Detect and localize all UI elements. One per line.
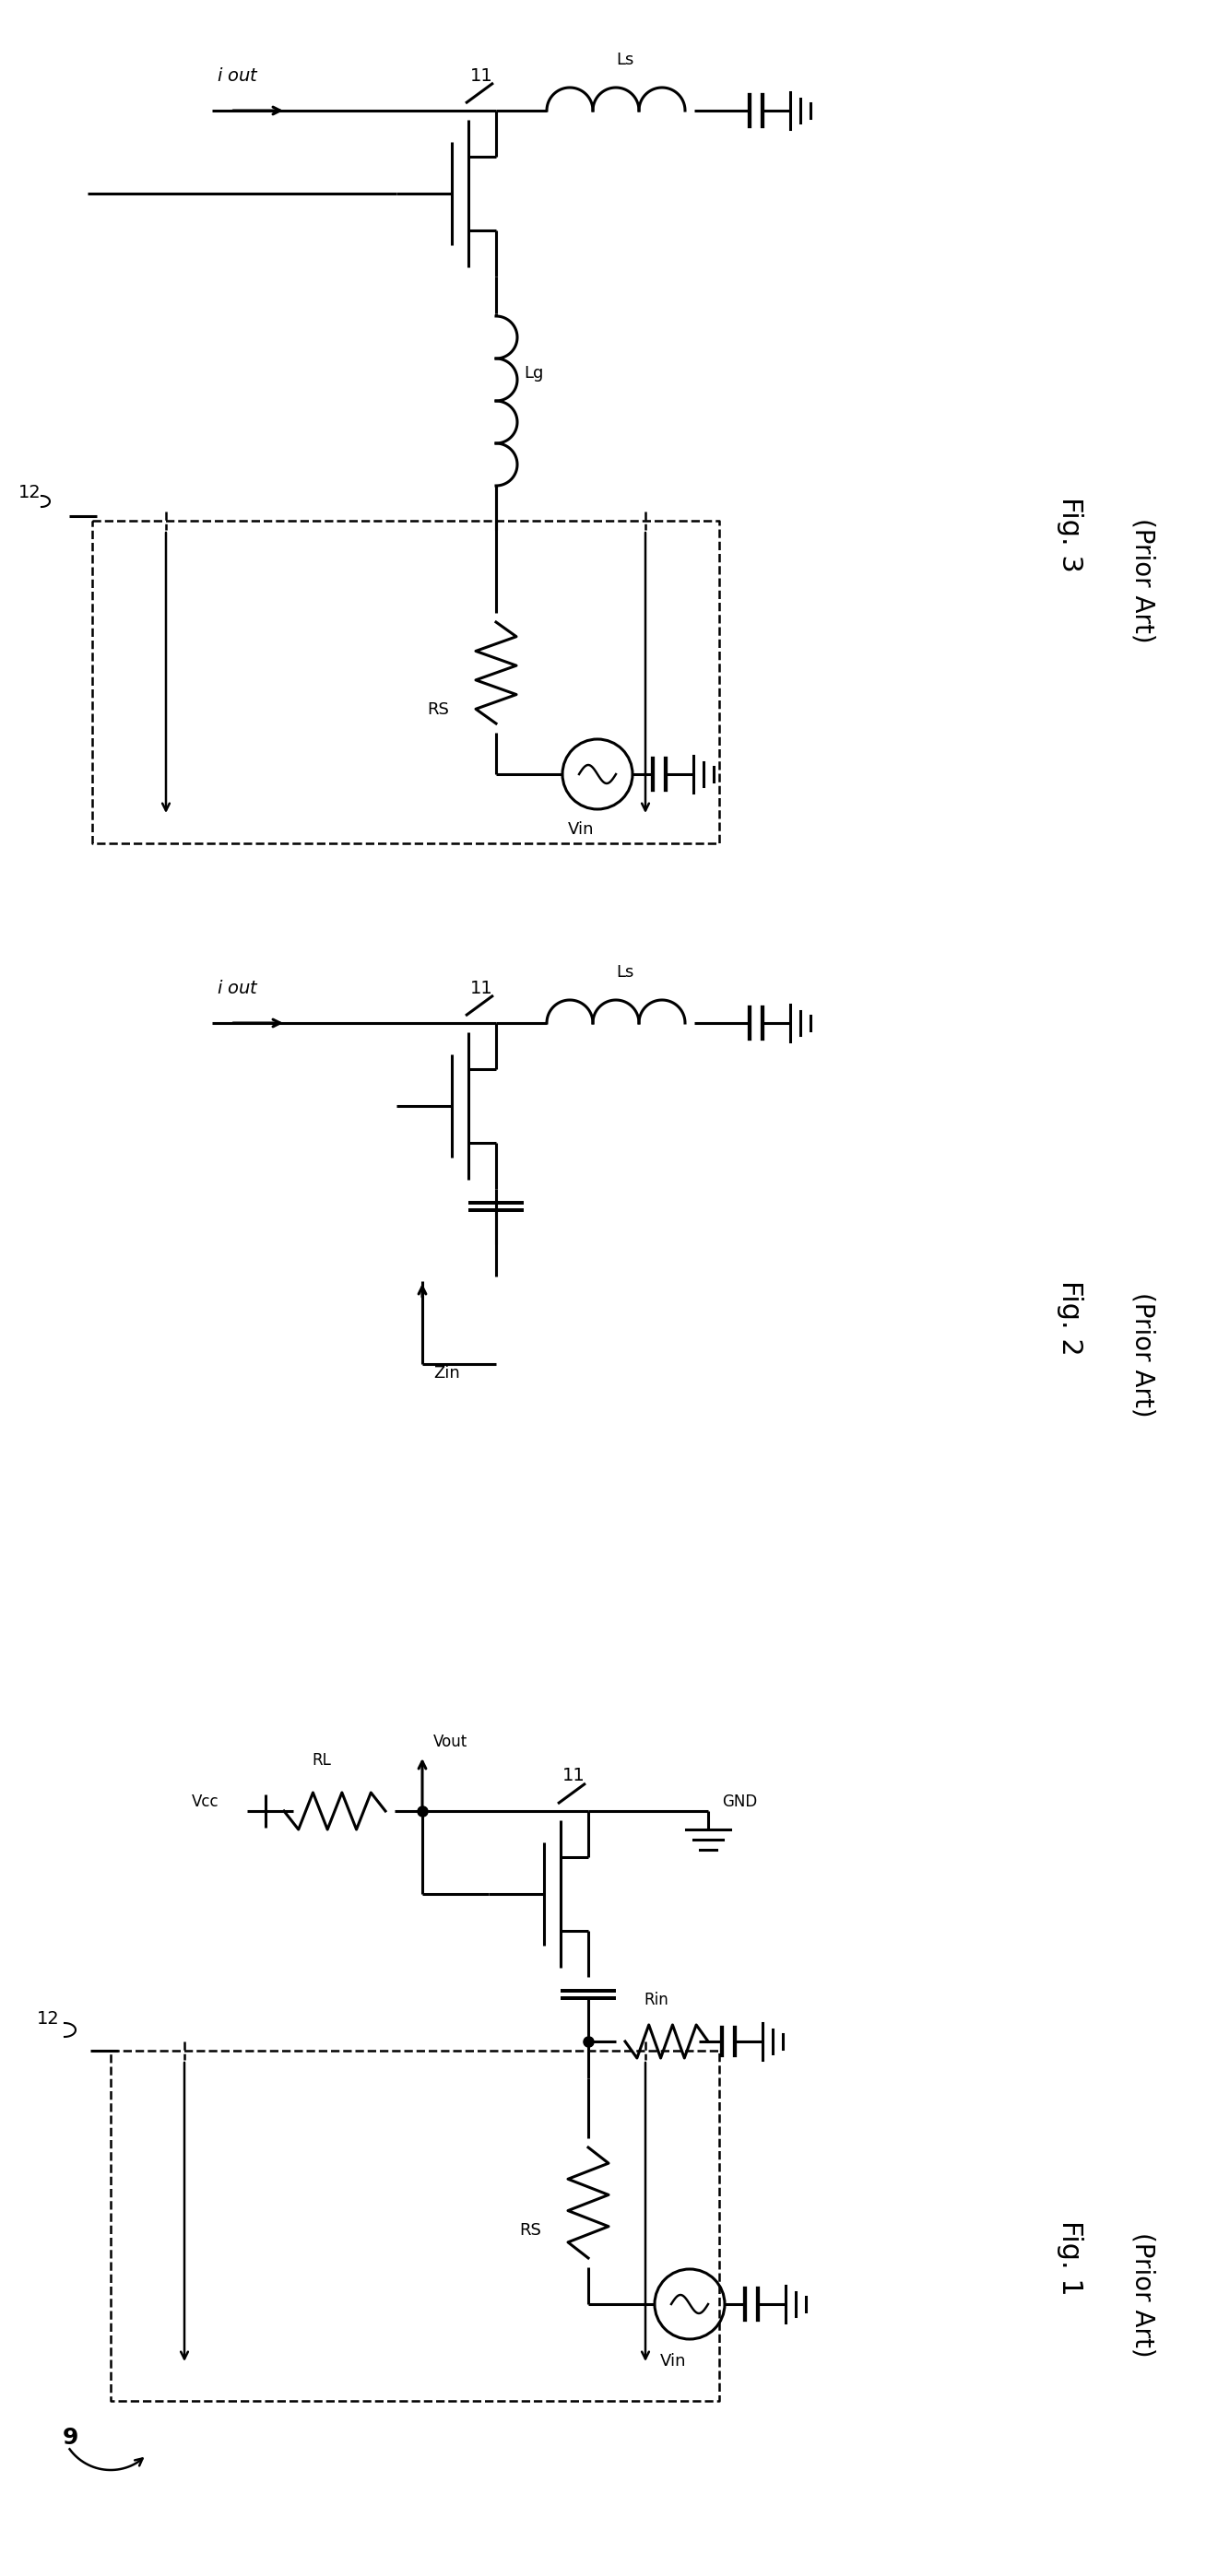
Text: $i$ out: $i$ out: [217, 979, 259, 997]
Text: Vout: Vout: [433, 1734, 468, 1749]
Text: (Prior Art): (Prior Art): [1130, 2233, 1157, 2357]
Text: RS: RS: [519, 2223, 541, 2239]
Text: 12: 12: [18, 484, 41, 502]
Text: Fig. 1: Fig. 1: [1056, 2221, 1083, 2295]
Text: RS: RS: [427, 701, 449, 719]
Text: (Prior Art): (Prior Art): [1130, 1293, 1157, 1417]
Text: (Prior Art): (Prior Art): [1130, 518, 1157, 644]
Text: Vcc: Vcc: [192, 1793, 219, 1811]
Text: Fig. 3: Fig. 3: [1056, 497, 1083, 572]
Text: Vin: Vin: [568, 822, 595, 837]
Text: 11: 11: [470, 67, 493, 85]
Text: Vin: Vin: [660, 2352, 686, 2370]
Text: 12: 12: [37, 2009, 60, 2027]
Text: Lg: Lg: [523, 366, 544, 381]
Text: RL: RL: [311, 1752, 330, 1770]
Text: Ls: Ls: [616, 963, 634, 981]
Text: $i$ out: $i$ out: [217, 67, 259, 85]
Text: GND: GND: [722, 1793, 757, 1811]
Text: 11: 11: [470, 979, 493, 997]
Text: Zin: Zin: [433, 1365, 459, 1381]
Text: 9: 9: [63, 2427, 78, 2450]
Text: Fig. 2: Fig. 2: [1056, 1280, 1083, 1355]
Text: Ls: Ls: [616, 52, 634, 67]
Text: 11: 11: [562, 1767, 585, 1785]
Text: Rin: Rin: [644, 1991, 668, 2009]
